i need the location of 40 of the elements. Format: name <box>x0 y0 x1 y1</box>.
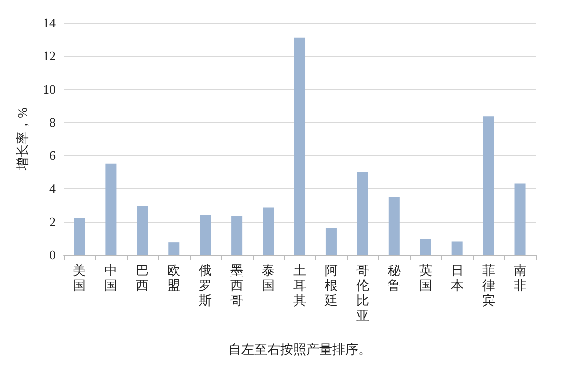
y-tick-label: 6 <box>50 148 56 164</box>
bar <box>357 172 368 255</box>
bar <box>483 116 494 255</box>
bar <box>294 38 306 255</box>
y-tick-label: 14 <box>43 16 56 30</box>
y-tick-label: 4 <box>50 181 56 196</box>
y-tick-label: 12 <box>43 48 56 64</box>
bar <box>106 164 117 255</box>
y-tick-label: 0 <box>50 248 56 262</box>
bar <box>200 215 212 255</box>
bar <box>137 206 148 255</box>
bar <box>420 239 432 255</box>
x-tick-label: 中国 <box>104 263 118 293</box>
x-tick-label: 南非 <box>514 263 527 293</box>
x-axis-title: 自左至右按照产量排序。 <box>228 342 372 357</box>
bar <box>74 218 86 255</box>
bar <box>452 242 463 255</box>
x-tick-label: 日本 <box>450 263 464 293</box>
y-axis-title: 增长率，% <box>15 107 30 172</box>
bar <box>263 208 274 255</box>
x-tick-label: 俄罗斯 <box>199 263 212 308</box>
bar <box>514 184 526 255</box>
x-tick-label: 哥伦比亚 <box>356 263 370 323</box>
y-tick-label: 10 <box>43 82 56 97</box>
x-tick-label: 墨西哥 <box>230 263 244 308</box>
bar <box>232 216 243 255</box>
bar <box>388 197 400 255</box>
bar <box>326 228 337 255</box>
x-tick-label: 泰国 <box>262 263 276 293</box>
y-tick-label: 8 <box>50 114 56 130</box>
y-tick-label: 2 <box>50 214 56 230</box>
bar <box>168 242 180 255</box>
x-tick-label: 土耳其 <box>294 263 306 308</box>
x-tick-label: 阿根廷 <box>324 263 338 308</box>
x-tick-label: 欧盟 <box>168 263 181 293</box>
x-tick-label: 美国 <box>73 263 86 293</box>
x-tick-label: 菲律宾 <box>482 263 496 308</box>
x-tick-label: 巴西 <box>136 263 150 293</box>
x-tick-label: 英国 <box>419 263 432 293</box>
x-tick-label: 秘鲁 <box>388 263 401 293</box>
